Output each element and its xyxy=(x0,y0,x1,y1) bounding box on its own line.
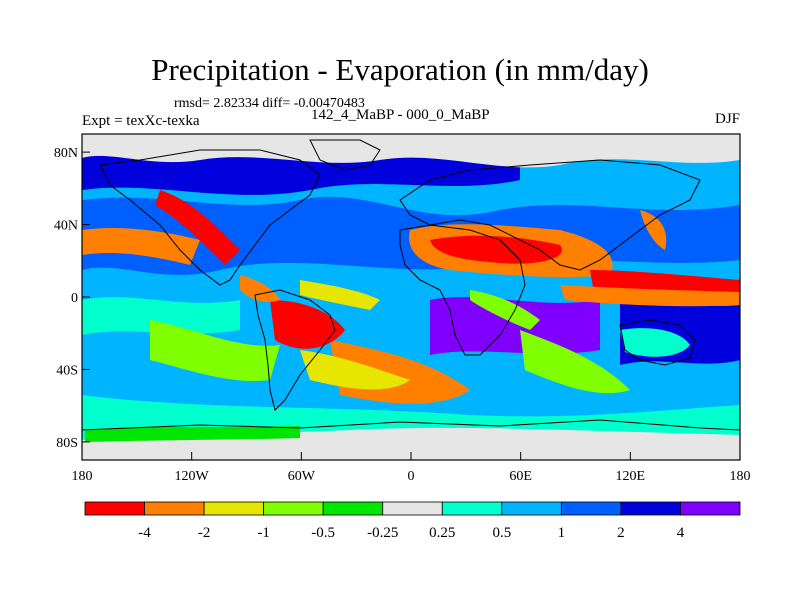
colorbar-label: -1 xyxy=(257,525,270,541)
colorbar-swatch xyxy=(382,501,443,516)
lat-tick-label: 40S xyxy=(56,363,78,378)
lon-tick-label: 120W xyxy=(175,469,210,484)
lon-tick-label: 60W xyxy=(288,469,316,484)
rmsd-diff-stats: rmsd= 2.82334 diff= -0.00470483 xyxy=(174,96,365,111)
latitude-axis: 80N 40N 0 40S 80S xyxy=(54,146,90,451)
lat-tick-label: 80N xyxy=(54,146,78,161)
lat-tick-label: 0 xyxy=(71,291,78,306)
colorbar-swatch xyxy=(680,501,741,516)
colorbar-label: -0.5 xyxy=(311,525,335,541)
season-label: DJF xyxy=(714,111,740,127)
lat-tick-label: 80S xyxy=(56,436,78,451)
lon-tick-label: 60E xyxy=(509,469,532,484)
coastline-antarctica xyxy=(82,419,740,431)
colorbar-swatch xyxy=(560,501,622,516)
experiment-label: Expt = texXc-texka xyxy=(82,113,200,129)
colorbar-label: -0.25 xyxy=(367,525,398,541)
lon-tick-label: 180 xyxy=(730,469,751,484)
colorbar-label: 0.25 xyxy=(429,525,455,541)
coastlines xyxy=(82,139,740,431)
coastline-australia xyxy=(619,319,696,366)
colorbar-swatch xyxy=(620,501,681,516)
colorbar-swatch xyxy=(322,501,384,516)
colorbar-label: 1 xyxy=(558,525,566,541)
colorbar-swatch xyxy=(441,501,503,516)
colorbar: -4 -2 -1 -0.5 -0.25 0.25 0.5 1 2 4 xyxy=(84,501,741,541)
coastline-south-america xyxy=(254,289,336,411)
difference-label: 142_4_MaBP - 000_0_MaBP xyxy=(311,107,490,123)
colorbar-label: -4 xyxy=(138,525,151,541)
precip-field xyxy=(82,134,740,460)
chart-title: Precipitation - Evaporation (in mm/day) xyxy=(151,52,649,87)
colorbar-label: -2 xyxy=(198,525,211,541)
lon-tick-label: 0 xyxy=(408,469,415,484)
colorbar-swatch xyxy=(263,501,324,516)
coastline-north-america xyxy=(99,149,321,286)
colorbar-swatch xyxy=(144,501,205,516)
colorbar-label: 4 xyxy=(677,525,685,541)
longitude-axis: 180 120W 60W 0 60E 120E 180 xyxy=(72,452,751,484)
colorbar-label: 2 xyxy=(617,525,625,541)
lat-tick-label: 40N xyxy=(54,219,78,234)
lon-tick-label: 180 xyxy=(72,469,93,484)
colorbar-label: 0.5 xyxy=(492,525,511,541)
coastline-africa xyxy=(399,224,526,356)
lon-tick-label: 120E xyxy=(616,469,646,484)
coastline-eurasia xyxy=(399,159,701,271)
colorbar-swatch xyxy=(501,501,562,516)
coastline-greenland xyxy=(309,139,381,171)
colorbar-swatch xyxy=(84,501,145,516)
colorbar-swatch xyxy=(203,501,265,516)
